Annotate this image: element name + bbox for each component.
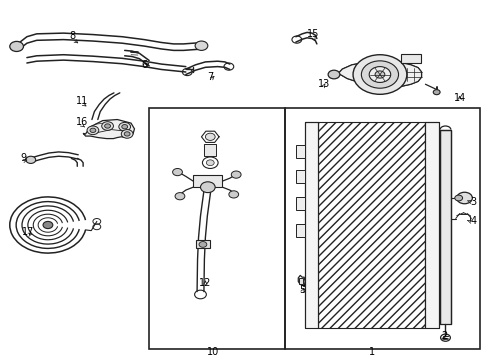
Bar: [296, 170, 305, 183]
Text: 16: 16: [76, 117, 88, 127]
Text: 17: 17: [22, 227, 35, 237]
Circle shape: [119, 122, 130, 131]
Polygon shape: [338, 62, 421, 87]
Bar: [193, 175, 222, 187]
Circle shape: [454, 195, 462, 201]
Circle shape: [10, 41, 23, 51]
Text: 4: 4: [469, 216, 476, 226]
Text: 3: 3: [469, 197, 476, 207]
Text: 8: 8: [69, 31, 75, 41]
Circle shape: [456, 192, 471, 204]
Circle shape: [368, 67, 390, 82]
Circle shape: [206, 160, 214, 166]
Circle shape: [200, 182, 215, 193]
Bar: [296, 224, 305, 237]
Circle shape: [361, 61, 398, 88]
Circle shape: [205, 133, 215, 140]
Circle shape: [228, 191, 238, 198]
Bar: [284, 108, 479, 349]
Circle shape: [175, 193, 184, 200]
Circle shape: [121, 130, 133, 138]
Circle shape: [432, 90, 439, 95]
Circle shape: [352, 55, 406, 94]
Circle shape: [104, 124, 110, 128]
Circle shape: [327, 70, 339, 79]
Bar: [317, 122, 425, 328]
Circle shape: [26, 156, 36, 163]
Circle shape: [172, 168, 182, 176]
Text: 10: 10: [206, 347, 219, 357]
Bar: [296, 145, 305, 158]
Bar: [204, 144, 216, 156]
Circle shape: [124, 132, 130, 136]
Text: 14: 14: [452, 93, 465, 103]
Circle shape: [374, 71, 384, 78]
Bar: [425, 122, 438, 328]
Text: 9: 9: [20, 153, 26, 163]
Circle shape: [43, 221, 53, 229]
Text: 12: 12: [199, 278, 211, 288]
Text: 5: 5: [299, 285, 305, 295]
Text: 13: 13: [317, 78, 329, 89]
Text: 1: 1: [368, 347, 374, 357]
Text: 6: 6: [141, 60, 147, 70]
Circle shape: [102, 122, 113, 130]
Text: 2: 2: [440, 330, 446, 341]
Polygon shape: [83, 120, 134, 139]
Circle shape: [90, 128, 96, 132]
Text: 7: 7: [207, 72, 213, 82]
Bar: [296, 197, 305, 210]
Text: 11: 11: [76, 96, 88, 106]
Bar: [195, 240, 210, 248]
Text: 15: 15: [306, 29, 319, 39]
Bar: [400, 54, 420, 63]
Bar: [149, 108, 284, 349]
Circle shape: [199, 242, 206, 247]
Bar: [299, 278, 303, 284]
Bar: [439, 130, 450, 324]
Circle shape: [122, 125, 127, 129]
Circle shape: [87, 126, 99, 135]
Bar: [305, 122, 317, 328]
Circle shape: [195, 41, 207, 50]
Circle shape: [231, 171, 241, 178]
